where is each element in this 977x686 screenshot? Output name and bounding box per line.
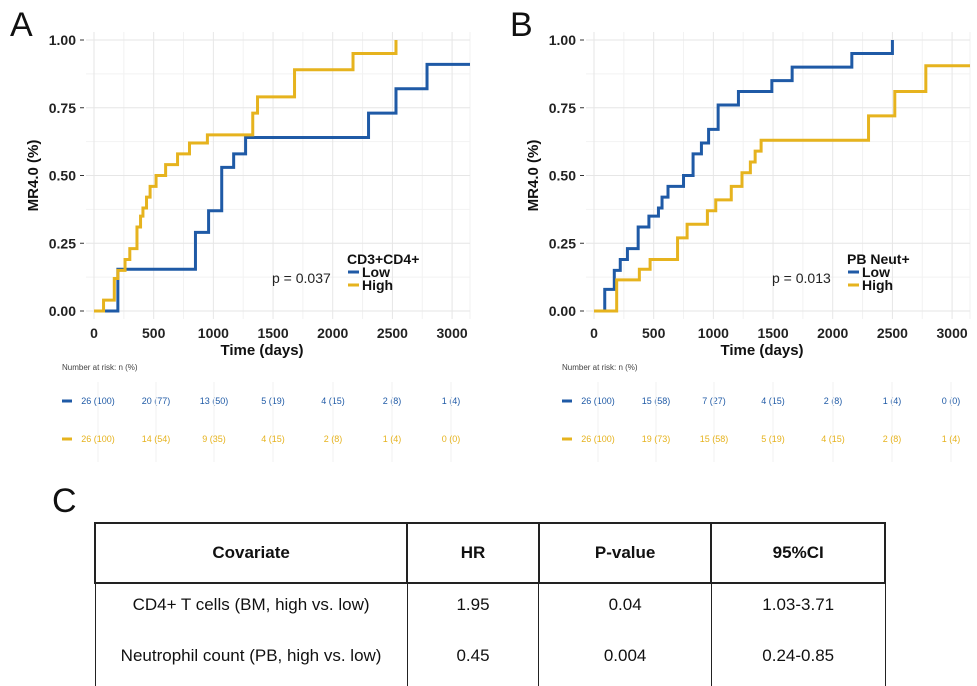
x-tick-label: 1500 [257, 325, 288, 341]
panel-letter-c: C [52, 482, 77, 520]
risk-value: 2 (8) [883, 434, 902, 444]
y-axis-label: MR4.0 (%) [525, 140, 542, 212]
y-tick-label: 0.00 [549, 303, 576, 319]
y-tick-label: 0.75 [49, 100, 76, 116]
legend-label-high: High [362, 277, 393, 293]
risk-value: 14 (54) [142, 434, 171, 444]
risk-value: 4 (15) [821, 434, 845, 444]
risk-value: 5 (19) [761, 434, 785, 444]
risk-value: 0 (0) [442, 434, 461, 444]
cell-ci: 0.24-0.85 [710, 626, 886, 686]
legend-title: PB Neut+ [847, 251, 910, 267]
p-value-label: p = 0.037 [272, 270, 331, 286]
y-tick-label: 1.00 [549, 32, 576, 48]
risk-table-title: Number at risk: n (%) [562, 363, 638, 372]
cell-covariate: CD4+ T cells (BM, high vs. low) [94, 583, 408, 626]
risk-value: 26 (100) [81, 434, 115, 444]
header-covariate: Covariate [93, 522, 409, 584]
risk-value: 19 (73) [642, 434, 671, 444]
header-ci: 95%CI [710, 522, 886, 584]
x-tick-label: 1000 [698, 325, 729, 341]
risk-value: 9 (35) [202, 434, 226, 444]
km-chart-a: 0 500 1000 1500 2000 2500 3000 0.00 0.25 0.50 0.75… [25, 32, 471, 462]
y-tick-label: 0.25 [49, 235, 76, 251]
table-row: CD4+ T cells (BM, high vs. low) 1.95 0.0… [94, 583, 886, 626]
y-tick-label: 1.00 [49, 32, 76, 48]
cox-regression-table: Covariate HR P-value 95%CI CD4+ T cells … [93, 522, 886, 686]
cell-p-value: 0.04 [538, 583, 712, 626]
x-axis-label: Time (days) [720, 342, 803, 359]
km-curve-low [94, 62, 470, 313]
risk-table-title: Number at risk: n (%) [62, 363, 138, 372]
x-tick-label: 1500 [757, 325, 788, 341]
p-value-label: p = 0.013 [772, 270, 831, 286]
x-tick-label: 3000 [937, 325, 968, 341]
risk-value: 4 (15) [261, 434, 285, 444]
risk-value: 2 (8) [324, 434, 343, 444]
y-tick-label: 0.50 [549, 168, 576, 184]
legend-label-low: Low [362, 264, 390, 280]
legend-label-high: High [862, 277, 893, 293]
table-row: Neutrophil count (PB, high vs. low) 0.45… [94, 626, 886, 686]
x-tick-label: 0 [90, 325, 98, 341]
y-axis-label: MR4.0 (%) [25, 140, 42, 212]
x-tick-label: 2500 [877, 325, 908, 341]
x-tick-label: 500 [142, 325, 166, 341]
panel-letter-b: B [510, 6, 533, 44]
y-tick-label: 0.75 [549, 100, 576, 116]
header-p-value: P-value [537, 522, 713, 584]
x-tick-label: 3000 [437, 325, 468, 341]
risk-value: 26 (100) [581, 434, 615, 444]
legend-label-low: Low [862, 264, 890, 280]
km-curve-low [594, 40, 894, 313]
cell-covariate: Neutrophil count (PB, high vs. low) [94, 626, 408, 686]
y-tick-label: 0.00 [49, 303, 76, 319]
header-hr: HR [406, 522, 540, 584]
cell-ci: 1.03-3.71 [710, 583, 886, 626]
x-tick-label: 2000 [817, 325, 848, 341]
km-curve-high [94, 40, 398, 313]
risk-value: 1 (4) [383, 434, 402, 444]
x-tick-label: 2500 [377, 325, 408, 341]
x-tick-label: 1000 [198, 325, 229, 341]
x-tick-label: 2000 [317, 325, 348, 341]
x-tick-label: 0 [590, 325, 598, 341]
legend-title: CD3+CD4+ [347, 251, 419, 267]
km-curve-high [594, 64, 970, 313]
cell-p-value: 0.004 [538, 626, 712, 686]
y-tick-label: 0.50 [49, 168, 76, 184]
km-chart-b: 0 500 1000 1500 2000 2500 3000 0.00 0.25 0.50 0.75… [525, 32, 971, 462]
panel-letter-a: A [10, 6, 33, 44]
risk-value: 15 (58) [700, 434, 729, 444]
cell-hr: 1.95 [406, 583, 540, 626]
table-header-row: Covariate HR P-value 95%CI [93, 522, 886, 584]
x-tick-label: 500 [642, 325, 666, 341]
y-tick-label: 0.25 [549, 235, 576, 251]
cell-hr: 0.45 [406, 626, 540, 686]
risk-value: 1 (4) [942, 434, 961, 444]
x-axis-label: Time (days) [220, 342, 303, 359]
